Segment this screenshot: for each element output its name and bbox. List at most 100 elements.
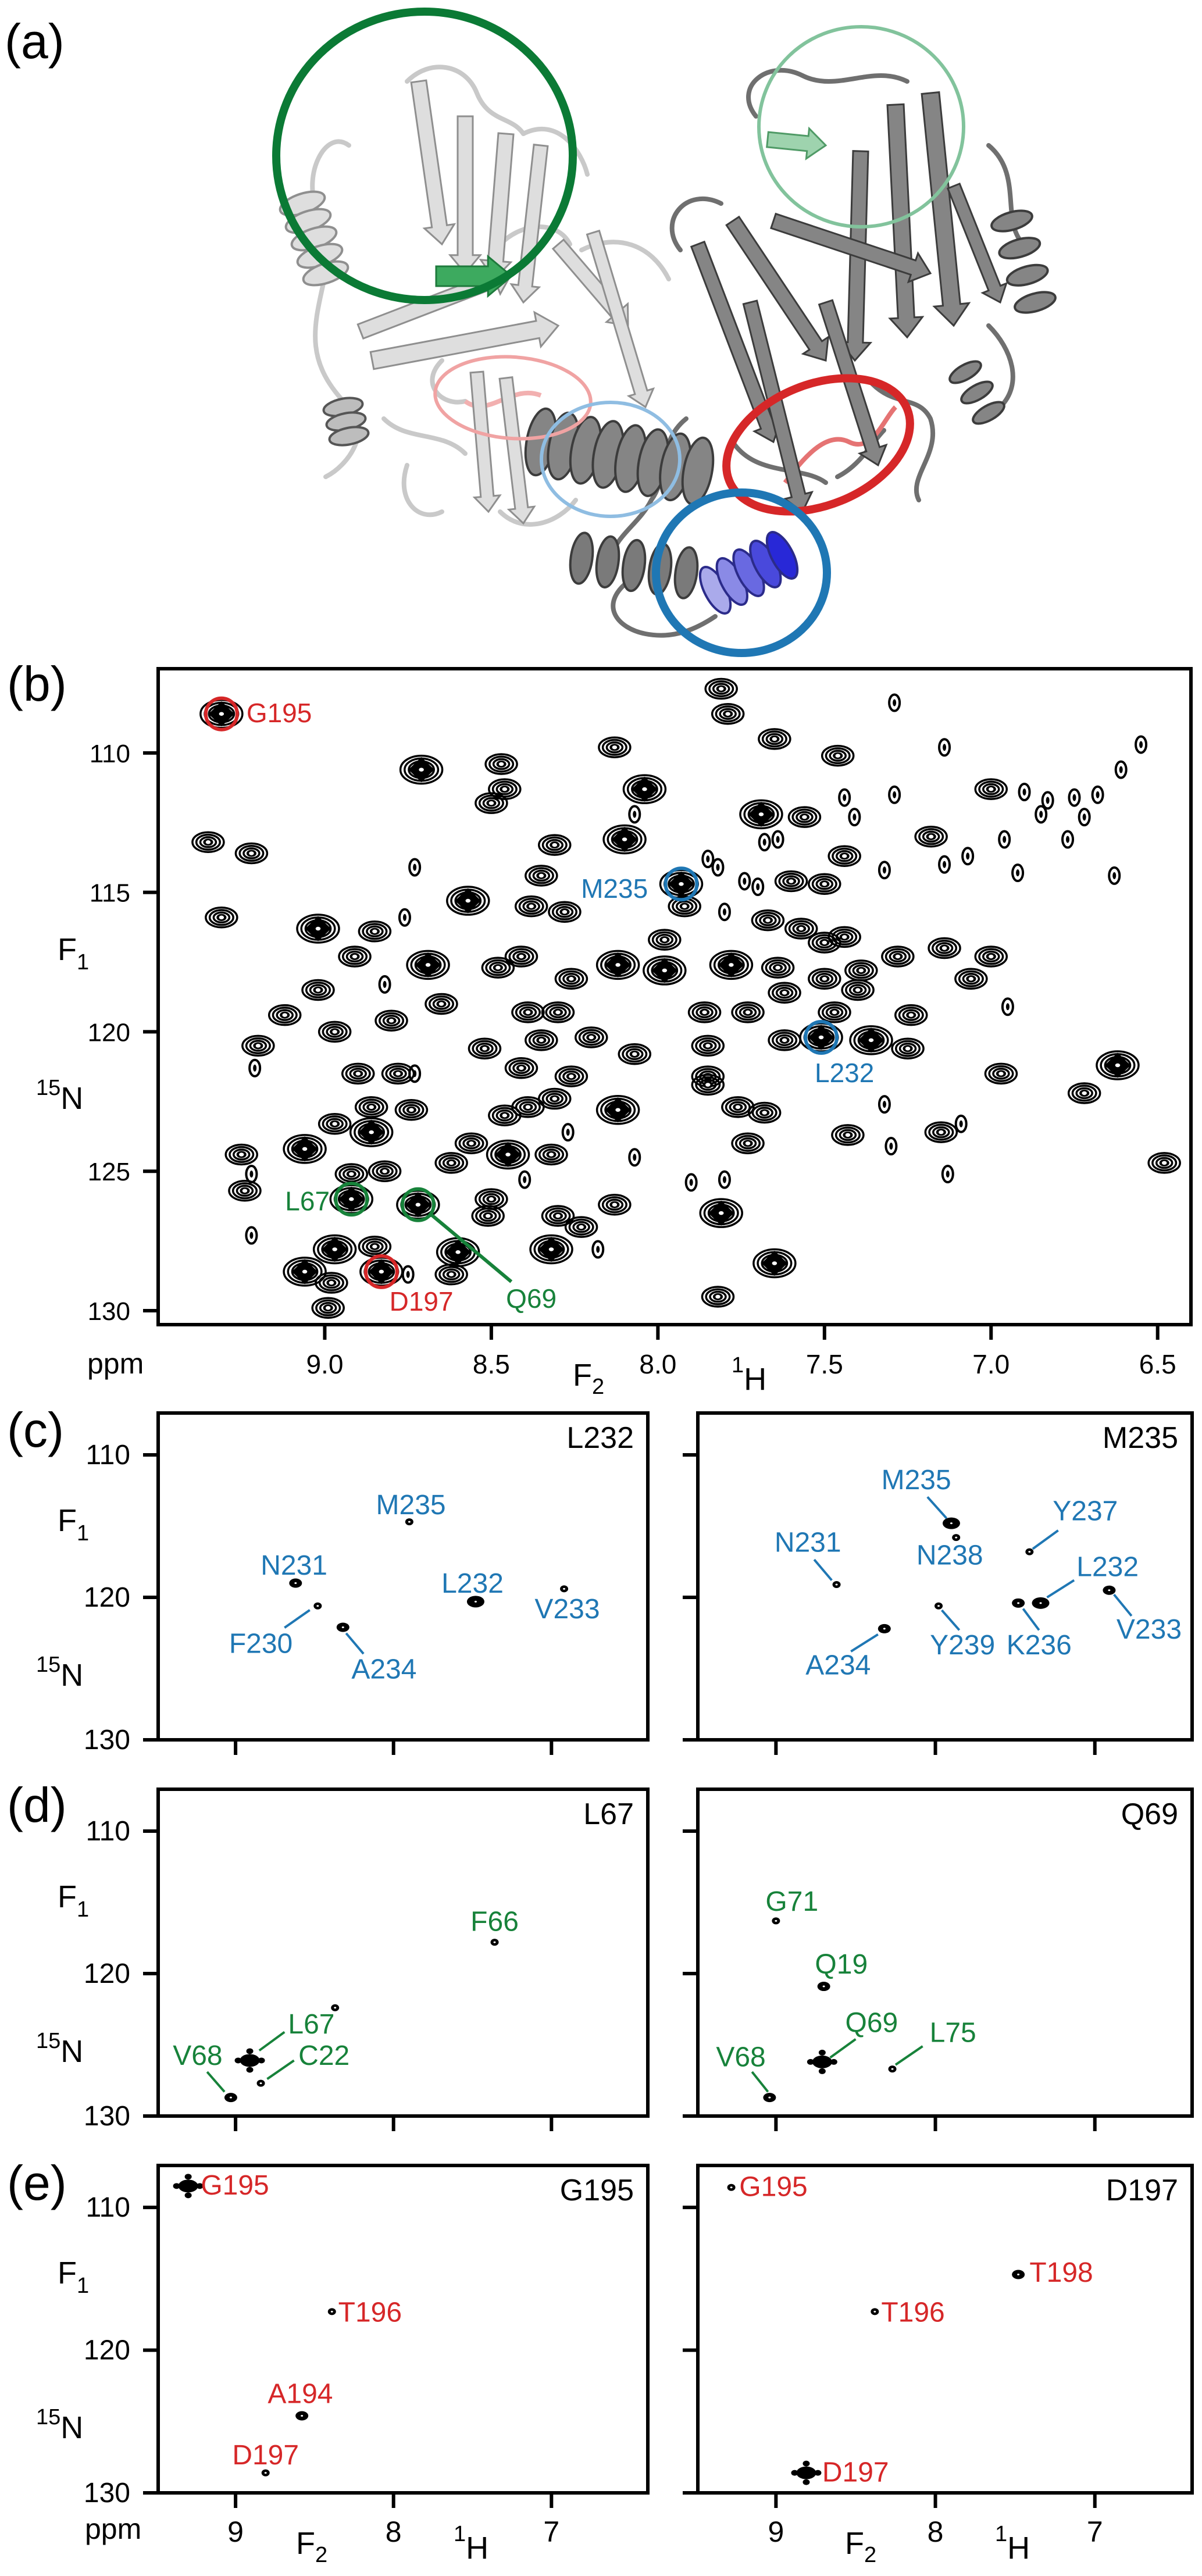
contour-center — [631, 1051, 639, 1057]
contour-center — [554, 1213, 562, 1219]
peak — [525, 1029, 558, 1051]
contour-level — [898, 1007, 924, 1024]
contour-center — [568, 1073, 575, 1079]
peak — [504, 946, 538, 968]
contour-center — [704, 1082, 712, 1088]
contour-level — [538, 1146, 565, 1163]
contour-level — [596, 1246, 600, 1253]
contour-level — [508, 1059, 534, 1077]
contour-level — [893, 699, 897, 707]
peak — [668, 895, 701, 918]
peak — [378, 975, 391, 994]
peak-dot-center — [229, 2096, 232, 2099]
peak — [914, 825, 948, 848]
contour-level — [542, 1148, 561, 1161]
peak — [828, 926, 861, 948]
contour-level — [491, 1107, 518, 1124]
leader-line — [813, 1558, 833, 1581]
contour-level — [978, 948, 1004, 965]
contour-level — [548, 901, 582, 923]
contour-level — [1147, 1152, 1181, 1174]
contour-level — [205, 907, 238, 929]
peak — [941, 1165, 954, 1184]
peak — [205, 907, 238, 929]
peak-contours — [173, 2174, 336, 2477]
contour-level — [605, 741, 624, 754]
contour-center — [218, 711, 225, 717]
contour-level — [545, 1093, 564, 1105]
contour-center — [425, 962, 431, 968]
peak — [468, 1037, 502, 1059]
contour-center — [488, 800, 495, 806]
contour-center — [821, 976, 828, 982]
contour-center — [968, 976, 975, 982]
contour-level — [699, 1198, 743, 1228]
peak — [234, 2048, 265, 2073]
peak-contours — [727, 2183, 1025, 2485]
contour-center — [797, 926, 805, 932]
contour-level — [881, 946, 915, 968]
contour-level — [1046, 797, 1050, 804]
contour-level — [338, 1165, 365, 1183]
peak — [938, 738, 951, 757]
contour-level — [811, 875, 837, 893]
contour-center — [727, 962, 735, 968]
contour-level — [739, 1137, 757, 1150]
y-tick-label: 125 — [88, 1158, 130, 1186]
contour-center — [858, 968, 865, 973]
contour-center — [501, 1112, 508, 1119]
y-tick-label: 130 — [84, 1725, 130, 1756]
contour-level — [709, 950, 754, 980]
contour-level — [549, 1209, 567, 1222]
peak — [622, 774, 667, 804]
peak — [504, 1057, 538, 1079]
spectrum-eR: 9 8 7 D197 F2 1H G195 T198 T196 D197 — [683, 2164, 1194, 2567]
contour-level — [628, 805, 641, 824]
contour-level — [832, 847, 858, 865]
contour-level — [712, 683, 730, 695]
contour-level — [852, 964, 871, 977]
contour-level — [343, 1168, 361, 1180]
contour-level — [1151, 1154, 1178, 1172]
contour-level — [366, 925, 384, 938]
contour-level — [825, 1006, 844, 1019]
beta-strand — [766, 126, 828, 160]
peak — [534, 1143, 568, 1166]
contour-level — [648, 929, 682, 951]
contour-level — [561, 1123, 575, 1142]
beta-strand — [946, 182, 1008, 304]
contour-level — [538, 1087, 572, 1110]
contour-level — [1066, 836, 1070, 843]
y-axis-label-nucleus: 15N — [36, 2029, 83, 2069]
contour-center — [538, 1037, 545, 1043]
contour-center — [611, 1202, 618, 1208]
contour-level — [722, 908, 726, 916]
contour-level — [992, 1068, 1010, 1080]
contour-level — [541, 1090, 568, 1108]
peak — [349, 1117, 394, 1147]
peak — [358, 1235, 392, 1258]
contour-level — [398, 1101, 425, 1119]
plot-frame — [696, 1787, 1194, 2118]
contour-level — [1039, 811, 1043, 818]
peak — [338, 946, 372, 968]
x-tick-label: 8.5 — [473, 1349, 510, 1379]
beta-strand — [448, 115, 483, 275]
contour-level — [249, 1040, 267, 1052]
peak — [1041, 791, 1054, 810]
contour-center — [494, 965, 502, 971]
contour-level — [825, 747, 851, 765]
peak — [891, 1037, 925, 1059]
contour-center — [661, 937, 668, 943]
contour-level — [253, 1064, 257, 1072]
contour-center — [928, 833, 935, 840]
leader-line — [751, 2071, 769, 2093]
y-tick-label: 130 — [88, 1297, 130, 1326]
contour-level — [508, 948, 534, 965]
peak — [261, 2469, 270, 2477]
contour-level — [821, 1004, 848, 1021]
peak — [878, 1095, 891, 1114]
peak — [466, 1596, 484, 1608]
